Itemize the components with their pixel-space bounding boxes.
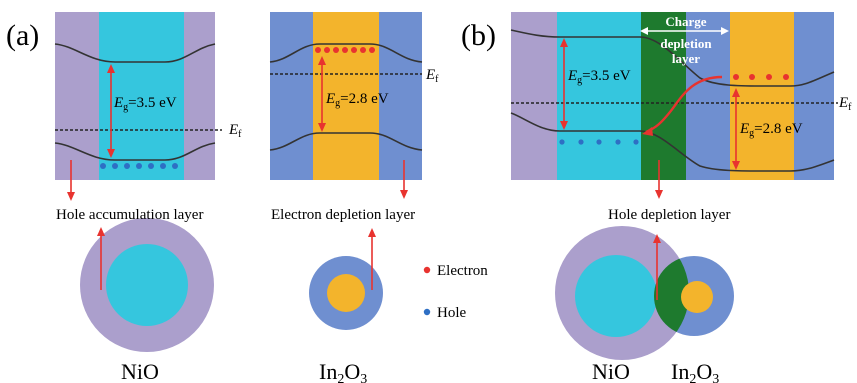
junction-left-eg-label: Eg=3.5 eV <box>567 68 631 86</box>
junction-particles <box>555 226 734 360</box>
in2o3-valence-band <box>269 132 423 151</box>
junction-band-diagram <box>510 12 838 199</box>
junction-ef-label: Ef <box>838 95 852 113</box>
junction-holes <box>559 139 639 145</box>
in2o3-electrons <box>315 47 375 53</box>
in2o3-name-a: In2O3 <box>319 359 367 383</box>
nio-name-b: NiO <box>592 359 630 383</box>
junction-conduction-band <box>510 29 835 87</box>
hole-accumulation-caption: Hole accumulation layer <box>56 207 203 223</box>
nio-eg-label: Eg=3.5 eV <box>113 95 177 113</box>
overlap-depletion-zone <box>654 256 689 336</box>
in2o3-conduction-band <box>269 43 423 63</box>
charge-label-line1: Charge <box>665 14 706 29</box>
nio-eg-arrowhead-top <box>107 64 115 73</box>
electron-depletion-caption: Electron depletion layer <box>271 207 415 223</box>
nio-valence-band <box>54 142 216 161</box>
in2o3-particle <box>309 228 383 330</box>
legend-hole-label: Hole <box>437 305 467 321</box>
legend-hole-dot <box>423 308 431 316</box>
junction-right-eg-label: Eg=2.8 eV <box>739 121 803 139</box>
nio-ef-label: Ef <box>228 122 242 140</box>
in2o3-core-region <box>313 12 379 180</box>
legend-electron-label: Electron <box>437 263 488 279</box>
junction-valence-band <box>510 112 835 172</box>
legend-electron-dot <box>423 266 431 274</box>
nio-conduction-band <box>54 43 216 63</box>
nio-particle <box>80 218 214 352</box>
hole-depletion-caption: Hole depletion layer <box>608 207 730 223</box>
nio-name-a: NiO <box>121 359 159 383</box>
nio-eg-arrowhead-bottom <box>107 149 115 158</box>
charge-label-line2: depletion <box>660 36 712 51</box>
charge-label-line3: layer <box>672 51 700 66</box>
electron-transfer-arrow <box>645 75 723 134</box>
in2o3-name-b: In2O3 <box>671 359 719 383</box>
in2o3-eg-label: Eg=2.8 eV <box>325 91 389 109</box>
panel-b-label: (b) <box>461 19 496 52</box>
nio-band-diagram <box>54 12 222 201</box>
charge-depletion-region <box>641 12 686 180</box>
in2o3-band-diagram <box>269 12 423 199</box>
panel-a-label: (a) <box>6 19 39 52</box>
nio-holes <box>100 163 178 169</box>
junction-electrons <box>733 74 789 80</box>
in2o3-ef-label: Ef <box>425 67 439 85</box>
